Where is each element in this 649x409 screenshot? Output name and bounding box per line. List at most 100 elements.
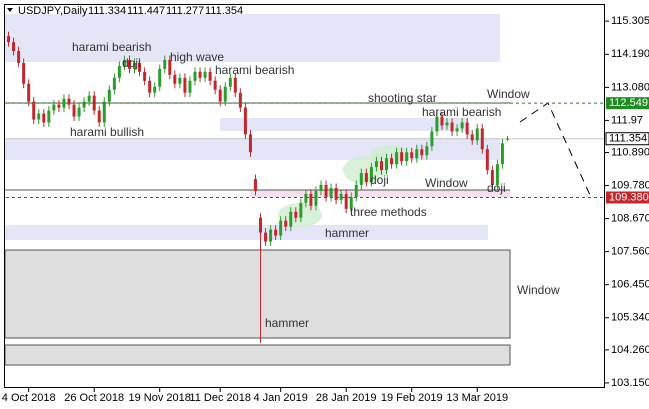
candle-body bbox=[7, 36, 11, 43]
candle-body bbox=[480, 128, 484, 150]
candle-body bbox=[223, 86, 227, 102]
candle-body bbox=[274, 229, 278, 236]
candle-body bbox=[127, 59, 131, 69]
candle-body bbox=[395, 152, 399, 165]
candle-body bbox=[339, 193, 343, 200]
candle-body bbox=[284, 220, 288, 227]
x-tick-label: 28 Jan 2019 bbox=[316, 392, 377, 404]
candle-body bbox=[22, 62, 26, 84]
candle-body bbox=[400, 152, 404, 162]
candle-body bbox=[72, 104, 76, 117]
highlight bbox=[370, 145, 410, 165]
y-tick-label: 105.340 bbox=[611, 312, 649, 324]
candle-body bbox=[133, 62, 137, 69]
header-close: 111.354 bbox=[205, 5, 243, 17]
candle-body bbox=[359, 173, 363, 185]
candle-body bbox=[319, 184, 323, 191]
candle-body bbox=[264, 232, 268, 242]
price-tag bbox=[605, 132, 649, 146]
annotation: Window bbox=[425, 176, 468, 190]
x-tick-label: 26 Oct 2018 bbox=[64, 392, 124, 404]
candle-body bbox=[354, 184, 358, 197]
zone bbox=[5, 225, 488, 240]
candle-body bbox=[62, 98, 66, 108]
candle-body bbox=[379, 161, 383, 171]
annotation: shooting star bbox=[368, 91, 437, 105]
annotation: high wave bbox=[170, 50, 224, 64]
candle-body bbox=[465, 122, 469, 135]
annotation: doji bbox=[487, 181, 506, 195]
x-tick-label: 4 Jan 2019 bbox=[253, 392, 307, 404]
candle-body bbox=[450, 122, 454, 132]
level-tag bbox=[606, 191, 649, 204]
annotation: hammer bbox=[265, 316, 309, 330]
annotation: harami bullish bbox=[70, 125, 144, 139]
candle-body bbox=[334, 187, 338, 200]
candle-body bbox=[390, 158, 394, 165]
candle-body bbox=[279, 220, 283, 236]
annotation: doji bbox=[370, 173, 389, 187]
header-low: 111.277 bbox=[166, 5, 204, 17]
candle-body bbox=[304, 193, 308, 203]
candle-body bbox=[314, 190, 318, 206]
candle-body bbox=[148, 80, 152, 93]
candle-body bbox=[178, 77, 182, 84]
candle-body bbox=[218, 89, 222, 102]
candle-body bbox=[294, 211, 298, 218]
candle-body bbox=[369, 167, 373, 183]
candle-body bbox=[299, 202, 303, 218]
candle-body bbox=[92, 95, 96, 111]
candle-body bbox=[203, 71, 207, 78]
candle-body bbox=[425, 146, 429, 156]
level-tag bbox=[606, 97, 649, 110]
candle-body bbox=[122, 59, 126, 66]
candle-body bbox=[475, 128, 479, 141]
y-tick-label: 113.080 bbox=[611, 81, 649, 93]
candle-body bbox=[208, 71, 212, 81]
x-tick-label: 19 Nov 2018 bbox=[129, 392, 191, 404]
x-tick-label: 11 Dec 2018 bbox=[189, 392, 251, 404]
candle-body bbox=[42, 113, 46, 123]
candle-body bbox=[183, 77, 187, 93]
candle-body bbox=[460, 122, 464, 129]
chart-title: USDJPY,Daily bbox=[18, 5, 88, 17]
candle-body bbox=[138, 62, 142, 72]
candle-body bbox=[485, 149, 489, 171]
candle-body bbox=[47, 110, 51, 123]
candle-body bbox=[253, 179, 257, 191]
candle-body bbox=[470, 134, 474, 141]
y-tick-label: 114.190 bbox=[611, 48, 649, 60]
candle-body bbox=[168, 59, 172, 75]
candle-body bbox=[490, 170, 494, 185]
candle-body bbox=[17, 51, 21, 63]
zone bbox=[220, 118, 468, 131]
candle-body bbox=[213, 80, 217, 90]
candle-body bbox=[12, 42, 16, 52]
candle-body bbox=[349, 196, 353, 209]
candle-body bbox=[67, 98, 71, 105]
candle-body bbox=[309, 193, 313, 206]
candle-body bbox=[163, 59, 167, 69]
annotation: hammer bbox=[325, 226, 369, 240]
candle-body bbox=[32, 101, 36, 120]
candle-body bbox=[440, 116, 444, 126]
price-label: 111.354 bbox=[609, 133, 647, 145]
candle-body bbox=[445, 122, 449, 126]
candle-body bbox=[243, 107, 247, 135]
y-tick-label: 111.97 bbox=[611, 114, 643, 126]
candle-body bbox=[37, 113, 41, 120]
y-tick-label: 109.780 bbox=[611, 179, 649, 191]
candle-body bbox=[57, 104, 61, 108]
header-high: 111.447 bbox=[127, 5, 165, 17]
candle-body bbox=[102, 101, 106, 123]
level-label: 112.549 bbox=[609, 97, 648, 109]
candle-body bbox=[455, 128, 459, 132]
annotation: harami bearish bbox=[72, 40, 151, 54]
candle-body bbox=[193, 71, 197, 81]
annotation: three methods bbox=[350, 205, 427, 219]
header-open: 111.334 bbox=[88, 5, 126, 17]
candle-body bbox=[385, 158, 389, 171]
candle-body bbox=[228, 77, 232, 87]
